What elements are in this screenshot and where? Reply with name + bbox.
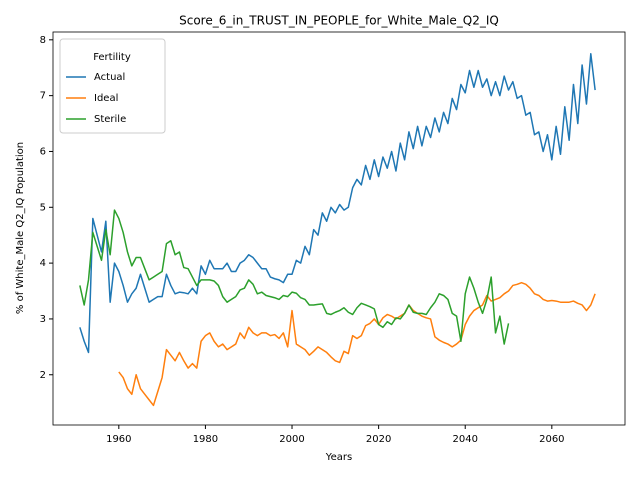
- x-tick-label: 2060: [539, 434, 564, 445]
- y-tick-label: 2: [40, 370, 46, 381]
- y-tick-label: 7: [40, 91, 46, 102]
- x-tick-label: 2040: [452, 434, 477, 445]
- x-tick-label: 2000: [279, 434, 304, 445]
- y-tick-label: 3: [40, 314, 46, 325]
- y-tick-label: 5: [40, 202, 46, 213]
- legend-title: Fertility: [93, 52, 131, 63]
- y-tick-label: 8: [40, 35, 46, 46]
- legend-box: [59, 38, 166, 134]
- legend-label: Ideal: [94, 93, 118, 104]
- x-tick-label: 1980: [193, 434, 218, 445]
- series-line: [79, 209, 510, 345]
- series-line: [79, 53, 596, 354]
- y-axis-label: % of White_Male Q2_IQ Population: [15, 142, 26, 314]
- x-tick-label: 1960: [106, 434, 131, 445]
- y-tick-label: 6: [40, 146, 46, 157]
- x-tick-label: 2020: [366, 434, 391, 445]
- y-tick-label: 4: [40, 258, 46, 269]
- legend: Fertility Actual Ideal Sterile: [59, 38, 166, 134]
- x-axis-label: Years: [325, 452, 352, 463]
- legend-label: Sterile: [94, 114, 126, 125]
- series-line: [118, 281, 596, 407]
- chart-title: Score_6_in_TRUST_IN_PEOPLE_for_White_Mal…: [179, 14, 499, 28]
- plot-frame: [52, 31, 626, 426]
- legend-label: Actual: [94, 72, 125, 83]
